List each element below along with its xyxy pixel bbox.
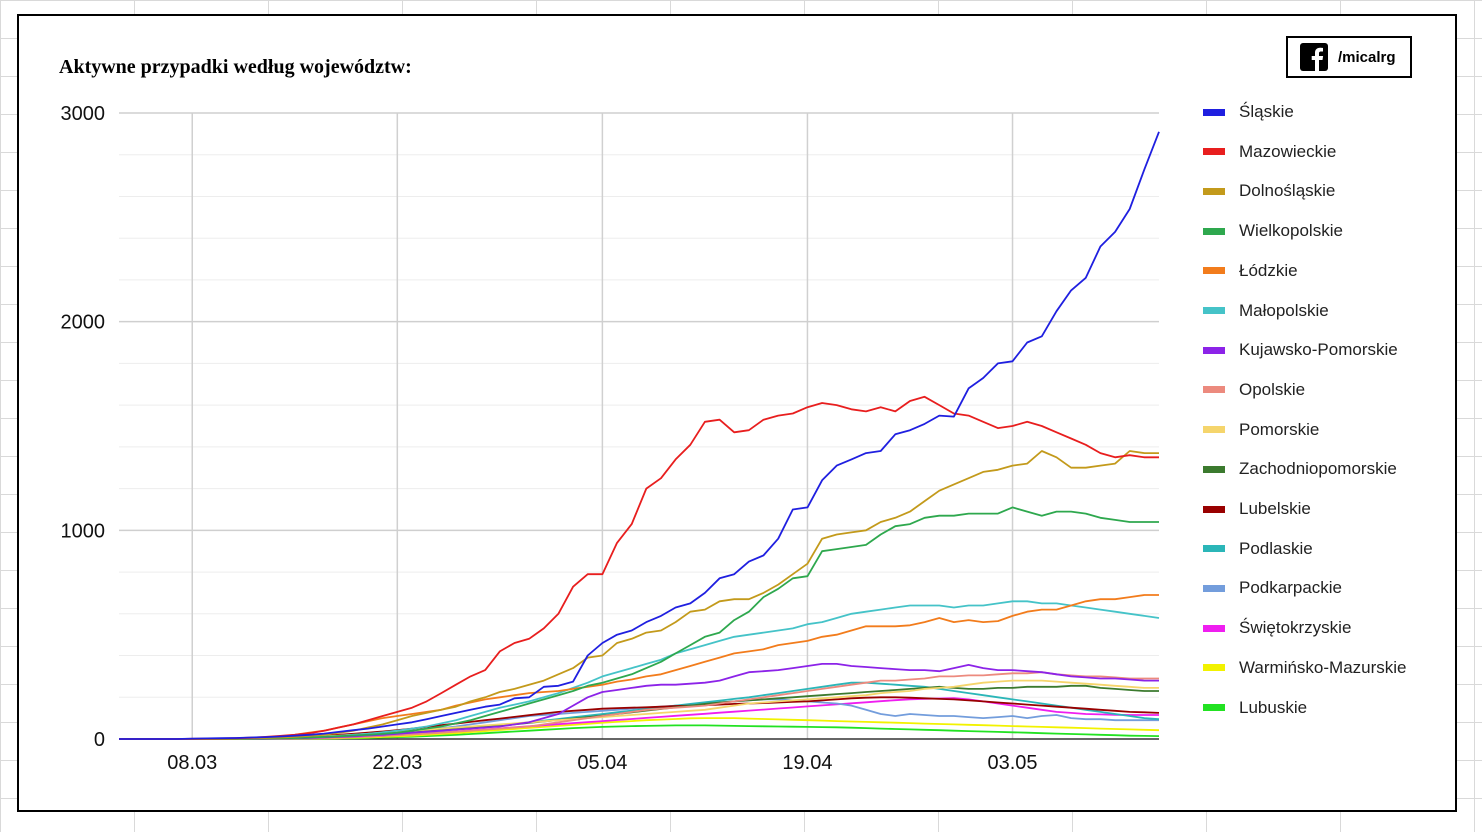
chart-title: Aktywne przypadki według województw: (59, 56, 412, 78)
x-tick-label: 08.03 (167, 752, 217, 774)
legend-swatch (1203, 704, 1225, 711)
x-tick-label: 19.04 (782, 752, 832, 774)
legend-label: Podkarpackie (1239, 578, 1343, 598)
legend-label: Małopolskie (1239, 300, 1329, 320)
series-line (119, 506, 1159, 740)
legend-item: Mazowieckie (1203, 142, 1336, 162)
legend-label: Lubelskie (1239, 499, 1311, 518)
legend-item: Świętokrzyskie (1203, 618, 1351, 638)
legend-swatch (1203, 227, 1225, 235)
series-line (119, 450, 1159, 740)
legend-swatch (1203, 664, 1225, 672)
legend-label: Dolnośląskie (1239, 181, 1336, 201)
series-line (119, 684, 1159, 740)
legend-swatch (1203, 267, 1225, 275)
legend-item: Łódzkie (1203, 261, 1298, 281)
legend-swatch (1203, 108, 1225, 116)
legend-swatch (1203, 545, 1225, 553)
legend-label: Opolskie (1239, 379, 1306, 399)
legend-swatch (1203, 346, 1225, 354)
legend-label: Lubuskie (1239, 697, 1308, 717)
legend-item: Pomorskie (1203, 420, 1319, 440)
legend-swatch (1203, 624, 1225, 632)
facebook-badge[interactable]: /micalrg (1286, 36, 1412, 78)
legend-item: Śląskie (1203, 102, 1294, 122)
series-line (119, 671, 1159, 740)
facebook-icon (1300, 43, 1328, 71)
legend-item: Małopolskie (1203, 301, 1329, 321)
legend-item: Opolskie (1203, 380, 1305, 400)
x-tick-label: 03.05 (987, 752, 1037, 774)
legend-swatch (1203, 187, 1225, 195)
legend-item: Dolnośląskie (1203, 181, 1335, 201)
series-line (119, 663, 1159, 740)
y-tick-label: 2000 (61, 312, 106, 334)
legend-label: Warmińsko-Mazurskie (1239, 657, 1407, 677)
legend-item: Lubuskie (1203, 698, 1307, 718)
legend-label: Mazowieckie (1239, 141, 1337, 161)
line-chart: 0 1000 2000 3000 08.03 22.03 05.04 19.04 03.05 (61, 103, 1160, 774)
legend-swatch (1203, 465, 1225, 473)
y-tick-label: 0 (94, 729, 105, 751)
legend-label: Kujawsko-Pomorskie (1239, 340, 1398, 360)
legend-label: Pomorskie (1239, 419, 1320, 439)
legend-swatch (1203, 584, 1225, 592)
legend-item: Zachodniopomorskie (1203, 459, 1397, 479)
legend-item: Podkarpackie (1203, 578, 1342, 598)
legend-label: Wielkopolskie (1239, 221, 1343, 241)
legend-item: Lubelskie (1203, 499, 1311, 519)
legend-swatch (1203, 426, 1225, 434)
y-tick-label: 1000 (61, 520, 106, 542)
legend-swatch (1203, 386, 1225, 394)
legend-item: Kujawsko-Pomorskie (1203, 340, 1398, 360)
legend-label: Świętokrzyskie (1239, 618, 1352, 638)
y-tick-label: 3000 (61, 103, 106, 125)
facebook-handle: /micalrg (1338, 48, 1396, 66)
x-tick-label: 05.04 (577, 752, 627, 774)
chart-frame: Aktywne przypadki według województw: /mi… (17, 14, 1457, 812)
legend-label: Podlaskie (1239, 538, 1313, 558)
legend-item: Podlaskie (1203, 539, 1313, 559)
legend-label: Zachodniopomorskie (1239, 459, 1397, 479)
series-line (119, 131, 1160, 740)
legend-swatch (1203, 307, 1225, 314)
legend-item: Warmińsko-Mazurskie (1203, 658, 1407, 678)
legend-label: Śląskie (1239, 102, 1294, 121)
x-tick-label: 22.03 (372, 752, 422, 774)
legend-label: Łódzkie (1239, 260, 1298, 280)
legend-item: Wielkopolskie (1203, 221, 1343, 241)
legend-swatch (1203, 505, 1225, 513)
legend-swatch (1203, 148, 1225, 156)
